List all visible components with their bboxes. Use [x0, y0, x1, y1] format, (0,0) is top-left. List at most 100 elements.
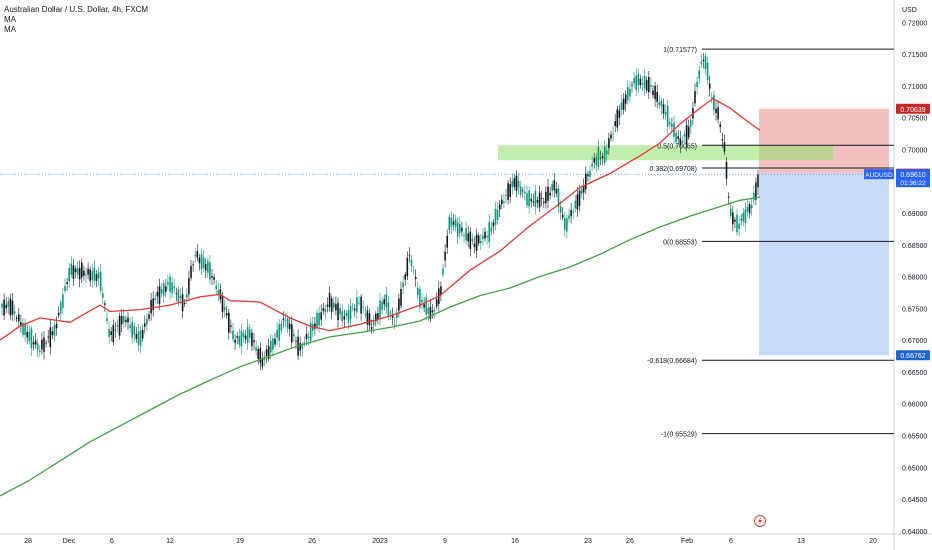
- candle-body: [112, 324, 115, 343]
- candle-body: [654, 85, 656, 100]
- candle-body: [127, 317, 129, 323]
- candle-body: [28, 331, 31, 342]
- candle-body: [255, 347, 257, 351]
- candle-body: [706, 62, 709, 80]
- candle-body: [144, 323, 146, 327]
- candle-body: [152, 298, 154, 311]
- candle-body: [532, 201, 535, 203]
- candle-body: [519, 186, 522, 195]
- candle-body: [358, 302, 360, 304]
- candle-body: [408, 254, 411, 256]
- candle-body: [610, 134, 612, 139]
- candle-body: [515, 175, 518, 191]
- candle-body: [234, 339, 236, 343]
- candle-body: [9, 298, 12, 316]
- candle-body: [335, 304, 337, 311]
- candle-body: [36, 343, 39, 351]
- candle-body: [660, 100, 663, 107]
- candle-body: [379, 300, 381, 318]
- candle-body: [66, 282, 68, 284]
- candle-body: [70, 263, 73, 275]
- candle-body: [106, 318, 108, 322]
- candle-body: [417, 287, 419, 296]
- price-tick-label: 0.66000: [902, 402, 927, 409]
- candle-body: [480, 240, 482, 244]
- candle-body: [64, 286, 66, 291]
- ma-indicator-label[interactable]: MA: [4, 25, 16, 34]
- resistance-zone[interactable]: [498, 145, 833, 161]
- candle-body: [286, 318, 289, 329]
- candle-body: [102, 293, 104, 298]
- candle-body: [717, 107, 719, 120]
- candle-body: [702, 59, 705, 61]
- candle-body: [251, 332, 253, 347]
- candle-body: [221, 295, 224, 313]
- candle-body: [389, 312, 392, 314]
- candle-body: [3, 299, 5, 316]
- candle-body: [154, 297, 157, 300]
- candle-body: [278, 324, 280, 341]
- candle-body: [671, 124, 673, 127]
- candle-body: [469, 231, 472, 249]
- candle-body: [656, 91, 658, 102]
- ma-fast-line[interactable]: [0, 97, 761, 341]
- candle-body: [662, 104, 665, 114]
- candle-body: [414, 276, 417, 279]
- candle-body: [274, 338, 276, 345]
- candle-body: [225, 313, 228, 316]
- candle-body: [351, 308, 354, 310]
- candle-body: [32, 342, 35, 345]
- price-tick-label: 0.66500: [902, 370, 927, 377]
- candle-body: [387, 302, 390, 317]
- candle-body: [223, 307, 226, 310]
- candle-body: [683, 134, 686, 137]
- candle-body: [139, 330, 142, 346]
- candle-body: [39, 350, 41, 352]
- candle-body: [15, 317, 18, 320]
- candle-body: [83, 270, 85, 276]
- candle-body: [549, 192, 551, 196]
- stop-price-tag: [896, 103, 930, 114]
- candle-body: [757, 174, 759, 188]
- candle-body: [498, 204, 501, 210]
- symbol-tag-label: AUDUSD: [865, 172, 893, 179]
- candle-body: [427, 308, 430, 314]
- lightning-icon[interactable]: [754, 515, 766, 527]
- candle-body: [545, 191, 547, 204]
- stop-loss-zone[interactable]: [759, 108, 889, 174]
- time-tick-label: 23: [584, 538, 592, 545]
- candle-body: [200, 254, 203, 270]
- candle-body: [217, 290, 220, 294]
- candle-body: [666, 105, 669, 127]
- ma-slow-line[interactable]: [0, 196, 761, 497]
- candle-body: [236, 336, 238, 338]
- candle-body: [410, 259, 413, 267]
- candle-body: [339, 307, 341, 315]
- candle-body: [593, 158, 595, 163]
- candle-body: [582, 185, 585, 193]
- candle-body: [507, 183, 509, 200]
- candle-body: [645, 80, 648, 91]
- symbol-title[interactable]: Australian Dollar / U.S. Dollar, 4h, FXC…: [4, 5, 149, 14]
- candle-body: [561, 214, 564, 218]
- candle-body: [578, 190, 581, 206]
- candle-body: [257, 348, 259, 359]
- time-tick-label: 6: [110, 538, 114, 545]
- candle-body: [55, 323, 58, 329]
- candle-body: [454, 219, 457, 227]
- candle-body: [566, 218, 568, 232]
- candle-body: [750, 205, 753, 209]
- take-profit-zone[interactable]: [759, 173, 889, 356]
- candle-body: [110, 331, 112, 335]
- candle-body: [669, 122, 671, 125]
- candle-body: [368, 313, 371, 326]
- price-tick-label: 0.71500: [902, 52, 927, 59]
- candle-body: [60, 302, 62, 314]
- candle-body: [89, 269, 91, 282]
- candle-body: [627, 87, 629, 101]
- ma-indicator-label[interactable]: MA: [4, 15, 16, 24]
- candle-body: [748, 204, 751, 214]
- candle-body: [146, 318, 148, 325]
- time-tick-label: 9: [443, 538, 447, 545]
